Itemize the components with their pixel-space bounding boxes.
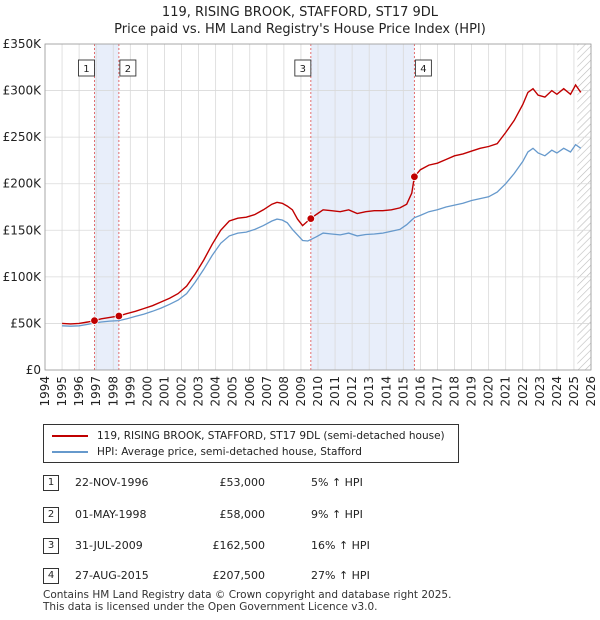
x-tick-label: 2017: [430, 376, 444, 407]
sale-marker-label: 3: [300, 64, 306, 75]
x-tick-label: 2022: [516, 376, 530, 407]
x-tick-label: 2019: [465, 376, 479, 407]
x-tick-label: 2005: [226, 376, 240, 407]
y-tick-label: £300K: [3, 84, 43, 98]
plot-frame: [44, 43, 592, 371]
sale-hpi-change: 16% ↑ HPI: [311, 539, 370, 552]
legend-property-label: 119, RISING BROOK, STAFFORD, ST17 9DL (s…: [97, 430, 445, 442]
legend-hpi-label: HPI: Average price, semi-detached house,…: [97, 446, 362, 458]
sale-price: £53,000: [219, 476, 266, 489]
y-tick-label: £350K: [3, 37, 43, 51]
x-tick-label: 2026: [584, 376, 598, 407]
sale-period-shade: [310, 44, 415, 370]
y-tick-label: £150K: [3, 223, 43, 237]
chart-title: 119, RISING BROOK, STAFFORD, ST17 9DL: [161, 5, 439, 20]
sale-price: £58,000: [219, 508, 266, 521]
legend-hpi-swatch: [52, 451, 88, 453]
x-tick-label: 2002: [175, 376, 189, 407]
sale-row: 1 22-NOV-1996 £53,000 5% ↑ HPI: [43, 472, 443, 494]
sale-hpi-change: 9% ↑ HPI: [311, 508, 363, 521]
sale-marker-box: [294, 59, 312, 77]
sale-price: £162,500: [212, 539, 266, 552]
y-tick-label: £100K: [3, 270, 43, 284]
x-tick-label: 1995: [55, 376, 69, 407]
x-tick-label: 2008: [277, 376, 291, 407]
sale-marker-box: [119, 59, 137, 77]
sale-date: 27-AUG-2015: [75, 569, 149, 582]
x-tick-label: 2025: [567, 376, 581, 407]
sale-point: [410, 172, 419, 181]
legend-property-swatch: [52, 435, 88, 437]
legend-item-hpi: HPI: Average price, semi-detached house,…: [52, 444, 362, 460]
x-tick-label: 2009: [294, 376, 308, 407]
x-tick-label: 2021: [499, 376, 513, 407]
sale-marker-label: 2: [125, 64, 131, 75]
x-tick-label: 2000: [140, 376, 154, 407]
y-tick-label: £50K: [10, 316, 42, 330]
sale-point: [114, 311, 124, 321]
y-tick-label: £0: [26, 363, 41, 377]
y-tick-label: £250K: [3, 130, 43, 144]
x-tick-label: 1998: [106, 376, 120, 407]
sale-row: 3 31-JUL-2009 £162,500 16% ↑ HPI: [43, 535, 443, 557]
x-tick-label: 2024: [550, 376, 564, 407]
hpi-series-line: [62, 143, 582, 327]
x-tick-label: 2016: [413, 376, 427, 407]
footer: Contains HM Land Registry data © Crown c…: [43, 589, 451, 613]
y-tick-label: £200K: [3, 177, 43, 191]
x-tick-label: 1996: [72, 376, 86, 407]
footer-line-1: Contains HM Land Registry data © Crown c…: [43, 589, 452, 601]
x-tick-label: 2012: [345, 376, 359, 407]
forecast-hatch: [577, 44, 591, 370]
x-tick-label: 2015: [396, 376, 410, 407]
legend: 119, RISING BROOK, STAFFORD, ST17 9DL (s…: [43, 424, 459, 463]
x-tick-label: 2020: [482, 376, 496, 407]
sale-number-badge: 1: [43, 475, 59, 491]
x-tick-label: 1997: [89, 376, 103, 407]
x-tick-label: 2010: [311, 376, 325, 407]
sale-date: 01-MAY-1998: [75, 508, 147, 521]
x-tick-label: 2007: [260, 376, 274, 407]
sale-number-badge: 2: [43, 507, 59, 523]
sale-price: £207,500: [212, 569, 266, 582]
x-tick-label: 1999: [123, 376, 137, 407]
x-tick-label: 2006: [243, 376, 257, 407]
sale-date: 31-JUL-2009: [75, 539, 143, 552]
footer-line-2: This data is licensed under the Open Gov…: [43, 601, 378, 613]
sale-marker-box: [78, 59, 95, 77]
x-tick-label: 2013: [362, 376, 376, 407]
sale-number-badge: 3: [43, 538, 59, 554]
sale-date: 22-NOV-1996: [75, 476, 149, 489]
x-tick-label: 1994: [38, 376, 52, 407]
chart-subtitle: Price paid vs. HM Land Registry's House …: [114, 22, 486, 37]
sale-hpi-change: 27% ↑ HPI: [311, 569, 370, 582]
property-series-line: [62, 83, 582, 325]
x-tick-label: 2014: [379, 376, 393, 407]
price-chart: 1 2 3 4 £0 £50K £100K £150K £200K £250K £300K £350…: [3, 37, 598, 407]
x-tick-label: 2001: [157, 376, 171, 407]
x-tick-label: 2003: [192, 376, 206, 407]
sale-marker-label: 1: [83, 64, 89, 75]
x-tick-label: 2018: [448, 376, 462, 407]
x-tick-label: 2023: [533, 376, 547, 407]
sale-marker-box: [414, 59, 432, 77]
sale-marker-label: 4: [420, 64, 426, 75]
legend-item-property: 119, RISING BROOK, STAFFORD, ST17 9DL (s…: [52, 428, 445, 444]
sale-row: 4 27-AUG-2015 £207,500 27% ↑ HPI: [43, 565, 443, 587]
x-tick-label: 2011: [328, 376, 342, 407]
sale-hpi-change: 5% ↑ HPI: [311, 476, 363, 489]
sale-number-badge: 4: [43, 568, 59, 584]
sale-point: [306, 214, 316, 223]
x-tick-label: 2004: [209, 376, 223, 407]
sale-row: 2 01-MAY-1998 £58,000 9% ↑ HPI: [43, 504, 443, 526]
sale-point: [90, 316, 99, 325]
